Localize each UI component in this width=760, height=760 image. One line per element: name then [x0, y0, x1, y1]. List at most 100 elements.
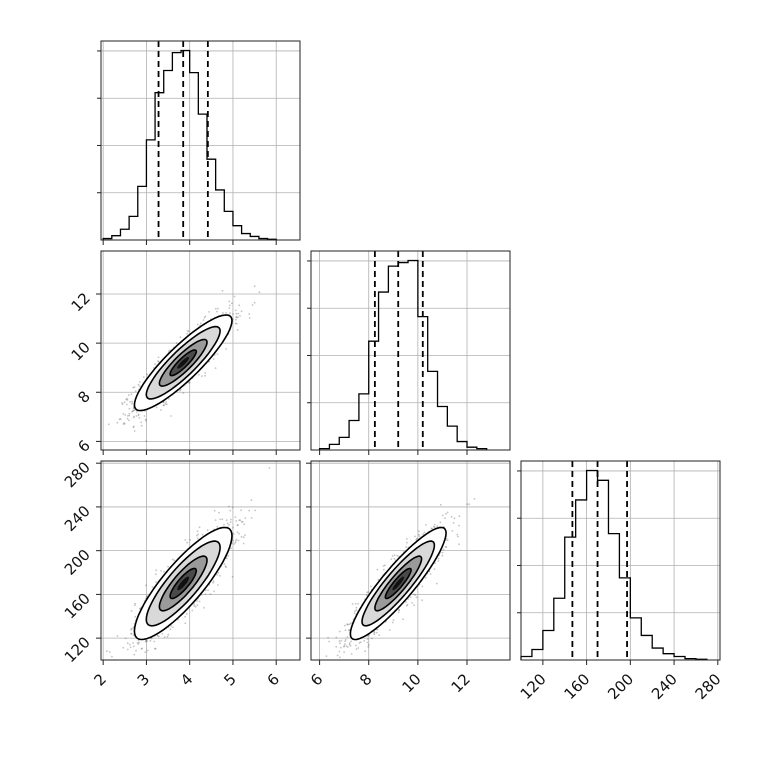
sample-point: [367, 591, 369, 593]
sample-point: [338, 630, 341, 633]
y-tick-label: 280: [61, 458, 94, 491]
sample-point: [402, 618, 404, 621]
sample-point: [200, 322, 202, 325]
sample-point: [216, 525, 219, 528]
sample-point: [124, 637, 127, 640]
sample-point: [235, 312, 238, 315]
sample-point: [418, 535, 421, 538]
sample-point: [182, 392, 185, 394]
sample-point: [363, 640, 366, 642]
sample-point: [442, 548, 445, 551]
sample-point: [170, 415, 173, 417]
sample-point: [445, 512, 447, 515]
sample-point: [184, 615, 186, 618]
sample-point: [130, 633, 133, 635]
sample-point: [376, 568, 379, 571]
sample-point: [185, 612, 188, 615]
sample-point: [237, 539, 240, 542]
sample-point: [214, 519, 217, 521]
sample-point: [129, 400, 132, 403]
sample-point: [251, 304, 254, 306]
sample-point: [133, 386, 136, 388]
sample-point: [237, 312, 240, 315]
sample-point: [135, 415, 138, 417]
x-tick-label: 5: [220, 670, 239, 689]
sample-point: [130, 632, 133, 635]
sample-point: [126, 417, 129, 420]
sample-point: [424, 524, 427, 526]
sample-point: [203, 606, 205, 609]
sample-point: [140, 424, 143, 427]
sample-point: [350, 653, 353, 655]
sample-point: [371, 637, 373, 640]
sample-point: [355, 609, 358, 611]
sample-point: [458, 543, 460, 546]
x-tick-label: 6: [264, 670, 283, 689]
sample-point: [336, 670, 338, 672]
sample-point: [344, 629, 347, 631]
sample-point: [235, 538, 238, 541]
sample-point: [228, 300, 231, 303]
sample-point: [433, 523, 436, 526]
sample-point: [473, 498, 476, 500]
sample-point: [439, 503, 442, 506]
sample-point: [415, 596, 418, 599]
sample-point: [236, 531, 239, 533]
sample-point: [434, 562, 436, 565]
y-tick-label: 6: [74, 437, 93, 456]
sample-point: [248, 317, 251, 319]
sample-point: [366, 641, 369, 644]
sample-point: [171, 558, 174, 561]
sample-point: [161, 633, 164, 635]
sample-point: [445, 537, 448, 540]
sample-point: [233, 295, 236, 298]
sample-point: [349, 644, 352, 647]
sample-point: [154, 647, 157, 650]
sample-point: [208, 311, 210, 313]
sample-point: [343, 643, 346, 646]
sample-point: [128, 414, 131, 417]
sample-point: [132, 627, 135, 629]
sample-point: [338, 656, 341, 659]
histogram-panel-2: [517, 460, 721, 661]
sample-point: [342, 671, 344, 673]
sample-point: [253, 285, 256, 288]
x-tick-label: 10: [398, 670, 424, 696]
contour-line: [133, 314, 233, 412]
sample-point: [231, 575, 234, 578]
sample-point: [340, 639, 343, 642]
sample-point: [234, 540, 237, 542]
sample-point: [388, 629, 391, 631]
sample-point: [187, 330, 190, 333]
sample-point: [145, 584, 147, 587]
sample-point: [212, 358, 215, 360]
sample-point: [234, 322, 237, 325]
sample-point: [355, 606, 358, 609]
sample-point: [366, 591, 368, 594]
sample-point: [444, 546, 447, 548]
x-tick-label: 200: [604, 670, 637, 703]
sample-point: [155, 581, 158, 583]
sample-point: [268, 467, 271, 469]
density-fill: [177, 576, 190, 591]
sample-point: [225, 557, 228, 560]
sample-point: [235, 318, 237, 321]
sample-point: [126, 399, 129, 401]
sample-point: [131, 402, 133, 405]
sample-point: [110, 678, 112, 680]
sample-point: [119, 418, 122, 421]
contour-line: [158, 555, 208, 612]
y-tick-label: 10: [68, 338, 94, 364]
sample-point: [156, 634, 159, 637]
contour-line: [169, 567, 198, 600]
sample-point: [351, 603, 354, 605]
sample-point: [132, 416, 135, 419]
sample-point: [111, 655, 113, 658]
sample-point: [228, 523, 230, 526]
sample-point: [367, 645, 370, 648]
sample-point: [237, 316, 239, 319]
sample-point: [155, 573, 157, 576]
sample-point: [354, 610, 356, 612]
x-tick-label: 12: [448, 670, 474, 696]
sample-point: [446, 511, 449, 514]
